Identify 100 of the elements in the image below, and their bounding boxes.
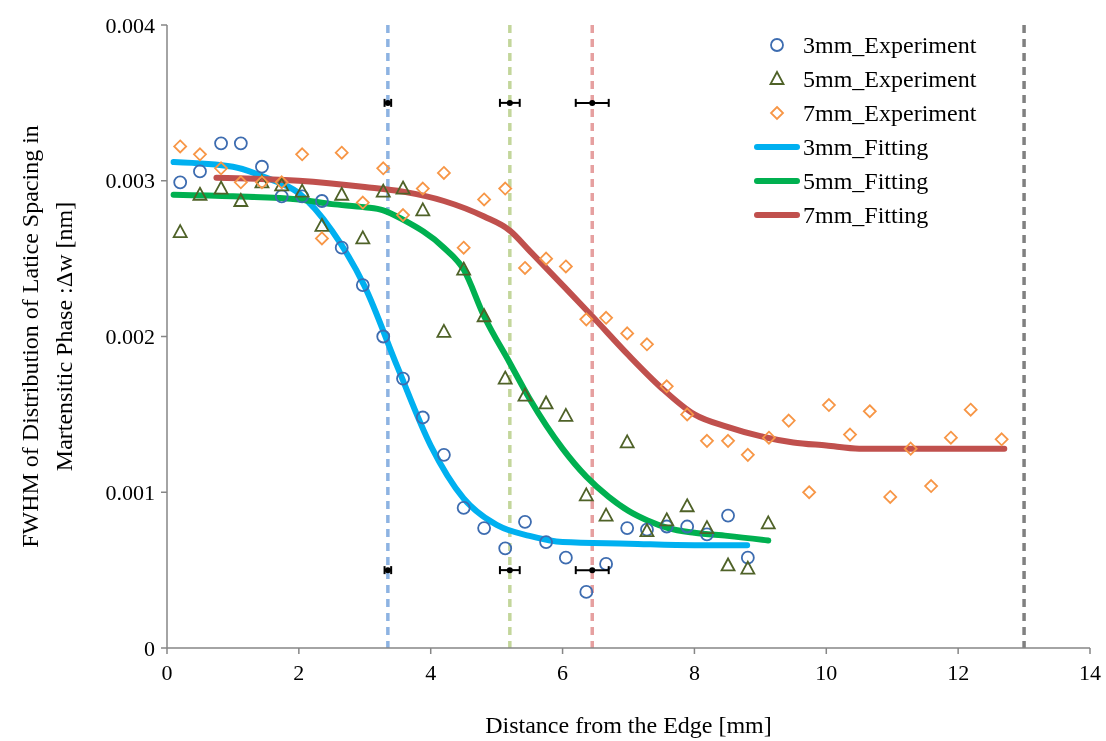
point [659,379,674,394]
y-axis-title: FWHM of Distribution of Latice Spacing in Martensitic Phase :Δw [nm] [17,125,77,548]
point [620,326,635,341]
point [456,500,471,515]
x-tick-label: 6 [557,660,569,685]
legend-label: 5mm_Fitting [803,168,929,195]
point [415,410,430,425]
point [822,398,836,412]
point [376,161,391,176]
point [497,370,513,385]
point [375,183,391,198]
point [680,407,695,422]
point [477,192,492,207]
point [274,189,289,204]
point [415,181,430,196]
point [578,487,594,502]
point [883,490,898,504]
point [802,485,817,500]
point [740,550,755,565]
point [721,508,735,523]
point [720,557,736,572]
x-tick-label: 14 [1079,660,1101,685]
point [498,181,513,196]
point [437,166,451,180]
point [334,186,350,201]
point [558,408,574,422]
legend-label: 5mm_Experiment [803,66,977,93]
point [314,218,330,232]
point [255,159,269,174]
point [476,308,492,323]
point [233,175,248,190]
point [193,147,207,162]
point [862,404,877,419]
point [506,567,513,574]
point [640,337,654,352]
point [740,560,756,575]
point [437,447,451,462]
point [355,278,370,292]
point [558,259,573,274]
point [193,164,207,179]
point [396,371,410,386]
point [539,535,553,549]
point [619,434,635,449]
x-tick-label: 2 [293,660,305,685]
point [506,99,513,106]
point [659,512,675,527]
point [214,136,228,151]
point [295,189,310,204]
point [843,427,857,442]
point [214,161,228,176]
point [395,180,411,195]
legend-label: 7mm_Experiment [803,100,977,127]
point [518,514,532,529]
y-tick-label: 0.002 [105,324,155,350]
point [173,175,188,190]
legend-label: 7mm_Fitting [803,202,929,229]
point [781,413,796,428]
point [295,147,310,162]
point [355,230,371,245]
x-tick-label: 8 [688,660,700,685]
point [233,193,249,207]
point [334,145,349,160]
point [213,180,229,195]
point [539,251,553,266]
point [579,312,594,327]
point [924,479,939,493]
point [699,520,715,534]
point [679,498,695,513]
point [903,441,918,456]
point [172,224,188,239]
point [233,136,248,151]
point [456,261,472,276]
point [436,323,452,338]
point [415,202,431,217]
x-tick-label: 10 [815,660,838,685]
point [315,231,329,246]
point [498,541,513,556]
point [456,240,471,255]
y-tick-label: 0.004 [105,12,155,38]
point [700,527,714,542]
point [477,521,492,535]
point [599,310,613,325]
point [760,515,776,530]
y-tick-label: 0.003 [105,168,155,194]
point [518,261,532,275]
point [558,550,573,565]
point [589,567,596,574]
point [659,519,674,534]
point [963,402,978,417]
point [740,447,755,462]
point [994,432,1009,447]
y-tick-label: 0.001 [105,479,155,505]
y-tick-label: 0 [144,635,155,661]
point [315,194,329,208]
x-tick-label: 0 [161,660,173,685]
point [589,99,596,106]
point [762,430,776,445]
point [599,557,613,571]
point [680,519,695,534]
point [173,139,188,154]
